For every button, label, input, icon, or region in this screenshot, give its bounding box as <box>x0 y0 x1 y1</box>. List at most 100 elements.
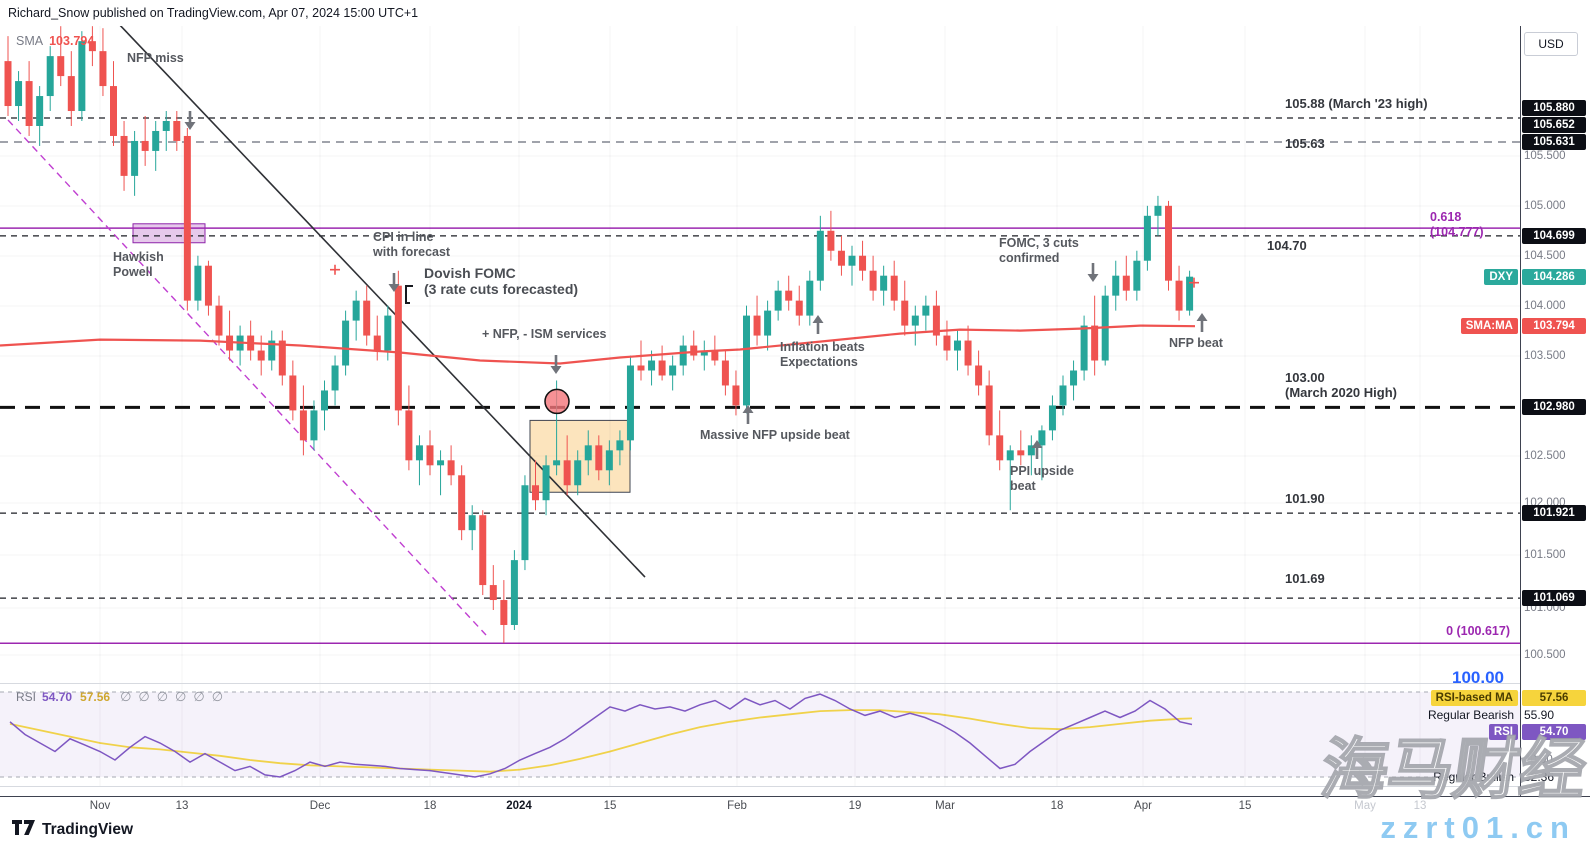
time-axis-label: Nov <box>89 800 111 812</box>
time-axis-label: 13 <box>175 800 189 812</box>
candle <box>88 41 96 52</box>
candle <box>215 305 223 336</box>
circle-highlight <box>544 388 570 415</box>
candle <box>911 315 919 326</box>
candle <box>183 135 191 301</box>
trendline <box>119 26 646 578</box>
candle <box>532 485 539 501</box>
candle <box>827 230 835 251</box>
price-level-badge: 105.880 <box>1522 100 1586 116</box>
up-arrow-icon <box>1196 313 1208 321</box>
candle <box>458 475 466 531</box>
price-level-badge: 101.921 <box>1522 505 1586 521</box>
dxy-label-badge: DXY <box>1484 269 1518 285</box>
candle <box>563 460 571 486</box>
candle <box>1133 260 1141 291</box>
down-arrow-icon <box>388 284 400 292</box>
candle <box>1091 325 1099 361</box>
candle <box>1143 215 1151 261</box>
chart-annotation: NFP beat <box>1169 336 1223 350</box>
candle <box>4 61 12 107</box>
candle <box>985 385 993 436</box>
candle <box>152 130 160 151</box>
chart-annotation: FOMC, 3 cuts confirmed <box>999 236 1079 265</box>
candle <box>574 460 582 486</box>
divergence-value: 32.36 <box>1524 770 1555 784</box>
up-arrow-icon <box>1031 440 1043 448</box>
candle <box>743 315 750 406</box>
candle <box>57 56 65 77</box>
candle <box>25 81 33 126</box>
down-arrow-icon <box>550 366 562 374</box>
candle <box>289 375 297 411</box>
candle <box>36 96 44 126</box>
down-arrow-icon <box>184 122 196 130</box>
candle <box>1027 445 1035 456</box>
price-axis-label: 104.500 <box>1524 250 1566 262</box>
price-axis-label: 105.500 <box>1524 150 1566 162</box>
rsi-ma-legend-value: 57.56 <box>80 690 111 704</box>
candle <box>437 460 445 466</box>
candle <box>637 365 645 371</box>
up-arrow-icon <box>812 315 824 323</box>
candle <box>342 320 350 366</box>
rsi-divergence-toggle-icons[interactable]: ∅∅∅∅∅∅ <box>120 689 231 704</box>
candle <box>616 440 624 451</box>
price-level-badge: 101.069 <box>1522 590 1586 606</box>
candle <box>880 275 888 291</box>
sma-line <box>0 324 1196 365</box>
tradingview-attribution[interactable]: TradingView <box>12 820 133 840</box>
candle <box>806 280 814 316</box>
candle <box>690 345 698 356</box>
candle <box>489 585 497 601</box>
dxy-price-badge: 104.286 <box>1522 269 1586 285</box>
sma-label-badge: SMA:MA <box>1460 318 1518 334</box>
rsi-ma-label-badge: RSI-based MA <box>1430 690 1518 706</box>
chart-annotation: 101.69 <box>1285 571 1325 586</box>
publish-header: Richard_Snow published on TradingView.co… <box>8 6 419 20</box>
candle <box>468 515 476 531</box>
candle <box>1080 325 1088 371</box>
candle <box>394 285 402 411</box>
candle <box>721 360 729 386</box>
candle <box>1070 370 1078 386</box>
plus-marker <box>330 264 340 275</box>
divergence-label: Regular Bullish <box>1433 770 1514 784</box>
price-axis-label: 103.500 <box>1524 350 1566 362</box>
chart-annotation: 105.63 <box>1285 136 1325 151</box>
candle <box>278 340 286 376</box>
chart-annotation: 105.88 (March '23 high) <box>1285 96 1428 111</box>
rsi-axis-label: 40.00 <box>1524 754 1553 766</box>
candle <box>1186 276 1194 311</box>
candle <box>173 120 181 141</box>
time-axis-label: 18 <box>1050 800 1064 812</box>
currency-toggle-button[interactable]: USD <box>1524 32 1578 56</box>
rsi-legend: RSI 54.70 57.56 ∅∅∅∅∅∅ <box>16 689 230 705</box>
time-axis-label: 19 <box>848 800 862 812</box>
candle <box>679 345 687 366</box>
bracket-marker <box>405 285 413 304</box>
candle <box>1154 205 1162 216</box>
time-axis-label: Dec <box>309 800 331 812</box>
rsi-line <box>9 693 1193 778</box>
price-axis-label: 104.000 <box>1524 300 1566 312</box>
price-level-badge: 105.652 <box>1522 117 1586 133</box>
candle <box>901 300 909 326</box>
candle <box>795 300 803 316</box>
candle <box>384 315 392 351</box>
candle <box>415 445 423 461</box>
candle <box>78 41 86 112</box>
candle <box>500 600 508 625</box>
time-axis-label: Apr <box>1134 800 1152 812</box>
sma-price-badge: 103.794 <box>1522 318 1586 334</box>
price-axis-label: 101.500 <box>1524 549 1566 561</box>
time-axis-label: 15 <box>1238 800 1252 812</box>
tradingview-logo-icon <box>12 820 35 840</box>
chart-annotation: 0 (100.617) <box>1446 624 1510 638</box>
candle <box>194 265 202 301</box>
rsi-legend-value: 54.70 <box>42 690 73 704</box>
chart-annotation: 100.00 <box>1452 668 1504 687</box>
candle <box>1006 450 1014 461</box>
